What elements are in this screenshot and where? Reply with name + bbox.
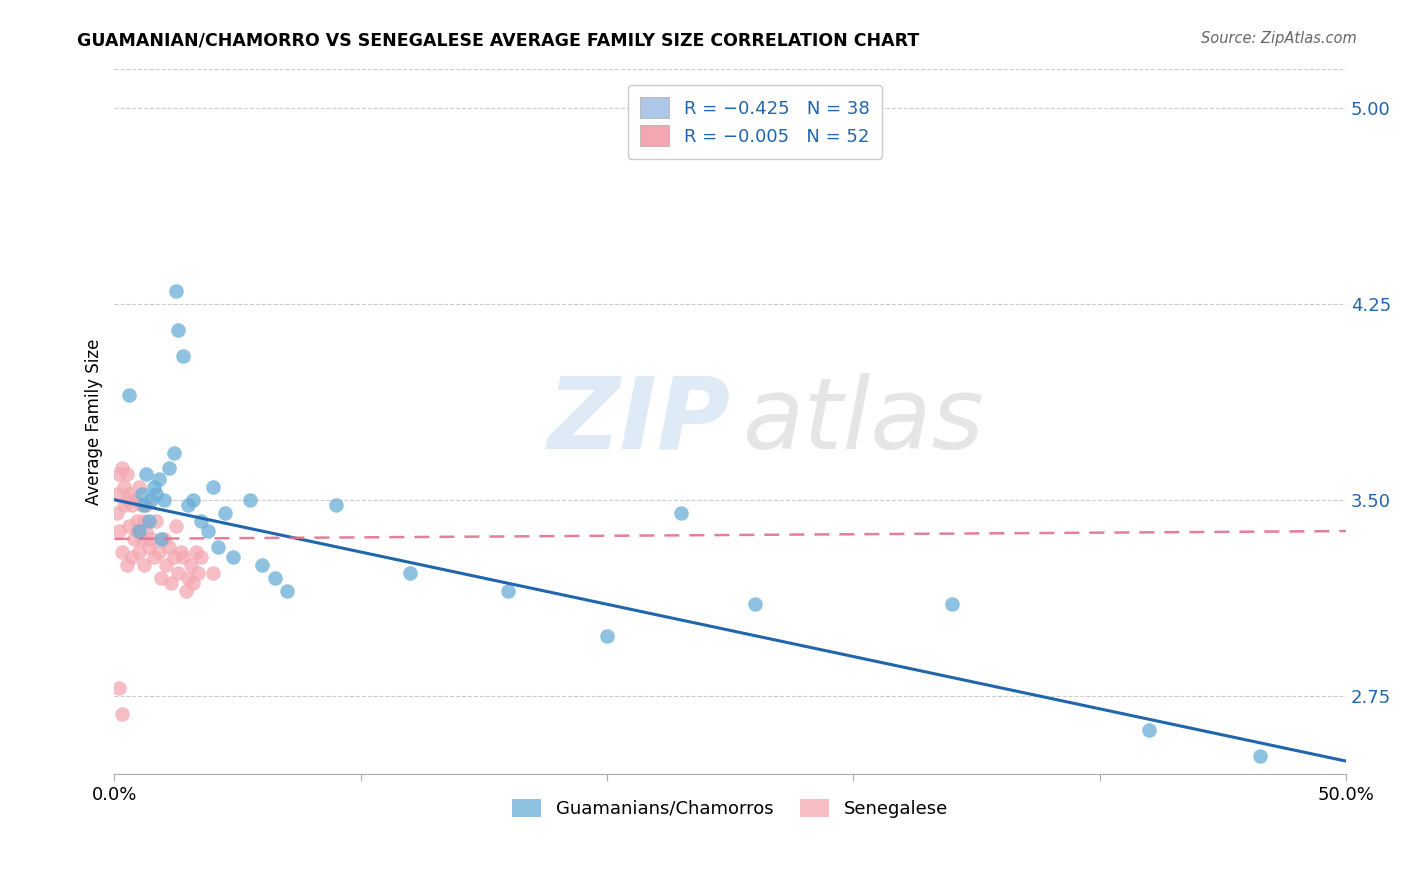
Point (138, 540, 160, 554)
Point (157, 461, 180, 475)
Point (669, 506, 692, 520)
Point (108, 467, 131, 481)
Point (325, 498, 347, 512)
Point (115, 492, 138, 507)
Point (172, 550, 194, 565)
Legend: Guamanians/Chamorros, Senegalese: Guamanians/Chamorros, Senegalese (505, 791, 955, 825)
Point (172, 349, 194, 363)
Point (190, 514, 212, 528)
Point (135, 498, 157, 512)
Point (122, 532, 145, 546)
Point (399, 566, 422, 580)
Point (111, 461, 134, 475)
Point (1137, 723, 1160, 737)
Point (121, 498, 143, 512)
Point (118, 388, 141, 402)
Point (108, 524, 131, 538)
Point (150, 532, 173, 546)
Point (162, 445, 184, 459)
Point (128, 524, 150, 538)
Point (170, 545, 193, 559)
Point (145, 514, 167, 528)
Point (157, 540, 180, 554)
Point (167, 323, 190, 337)
Point (112, 480, 135, 494)
Point (105, 506, 128, 520)
Point (941, 597, 963, 611)
Point (131, 498, 153, 512)
Point (118, 519, 141, 533)
Point (128, 545, 150, 559)
Point (118, 487, 141, 501)
Point (135, 467, 157, 481)
Point (125, 524, 148, 538)
Point (111, 706, 134, 721)
Point (167, 566, 190, 580)
Point (105, 487, 128, 501)
Point (263, 571, 285, 585)
Point (128, 480, 150, 494)
Point (160, 576, 183, 591)
Point (155, 558, 177, 572)
Point (165, 519, 187, 533)
Point (141, 532, 163, 546)
Point (187, 566, 209, 580)
Point (239, 492, 262, 507)
Point (121, 550, 143, 565)
Point (201, 566, 224, 580)
Point (115, 558, 138, 572)
Point (145, 487, 167, 501)
Point (197, 524, 219, 538)
Point (122, 492, 145, 507)
Point (141, 492, 163, 507)
Point (181, 492, 204, 507)
Point (174, 584, 197, 599)
Point (148, 472, 170, 486)
Point (165, 284, 187, 298)
Point (150, 571, 173, 585)
Point (152, 492, 174, 507)
Text: GUAMANIAN/CHAMORRO VS SENEGALESE AVERAGE FAMILY SIZE CORRELATION CHART: GUAMANIAN/CHAMORRO VS SENEGALESE AVERAGE… (77, 31, 920, 49)
Point (135, 524, 157, 538)
Point (112, 498, 135, 512)
Point (276, 584, 298, 599)
Text: atlas: atlas (742, 373, 984, 470)
Point (142, 550, 165, 565)
Point (498, 584, 520, 599)
Point (162, 550, 184, 565)
Point (152, 532, 174, 546)
Point (131, 532, 153, 546)
Point (201, 480, 224, 494)
Point (148, 545, 170, 559)
Point (181, 576, 204, 591)
Point (111, 545, 134, 559)
Point (184, 545, 207, 559)
Point (744, 597, 766, 611)
Point (221, 550, 243, 565)
Text: ZIP: ZIP (547, 373, 730, 470)
Point (132, 514, 155, 528)
Point (132, 558, 155, 572)
Point (142, 480, 165, 494)
Point (108, 681, 131, 695)
Point (596, 629, 619, 643)
Point (250, 558, 273, 572)
Point (138, 514, 160, 528)
Point (1249, 748, 1271, 763)
Point (214, 506, 236, 520)
Point (131, 487, 153, 501)
Point (207, 540, 229, 554)
Point (177, 498, 200, 512)
Point (190, 550, 212, 565)
Text: Source: ZipAtlas.com: Source: ZipAtlas.com (1201, 31, 1357, 46)
Point (180, 558, 202, 572)
Point (125, 514, 148, 528)
Point (177, 571, 200, 585)
Point (132, 498, 155, 512)
Point (115, 467, 138, 481)
Y-axis label: Average Family Size: Average Family Size (86, 338, 103, 505)
